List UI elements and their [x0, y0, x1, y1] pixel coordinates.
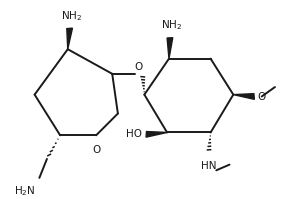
Text: NH$_2$: NH$_2$: [61, 9, 82, 23]
Polygon shape: [146, 132, 167, 137]
Text: HO: HO: [127, 129, 143, 139]
Polygon shape: [67, 28, 72, 49]
Text: O: O: [135, 62, 143, 72]
Text: O: O: [92, 145, 100, 155]
Polygon shape: [233, 94, 254, 99]
Text: HN: HN: [201, 161, 217, 171]
Polygon shape: [167, 38, 173, 59]
Text: H$_2$N: H$_2$N: [14, 184, 36, 198]
Text: NH$_2$: NH$_2$: [161, 18, 182, 32]
Text: O: O: [257, 92, 265, 101]
